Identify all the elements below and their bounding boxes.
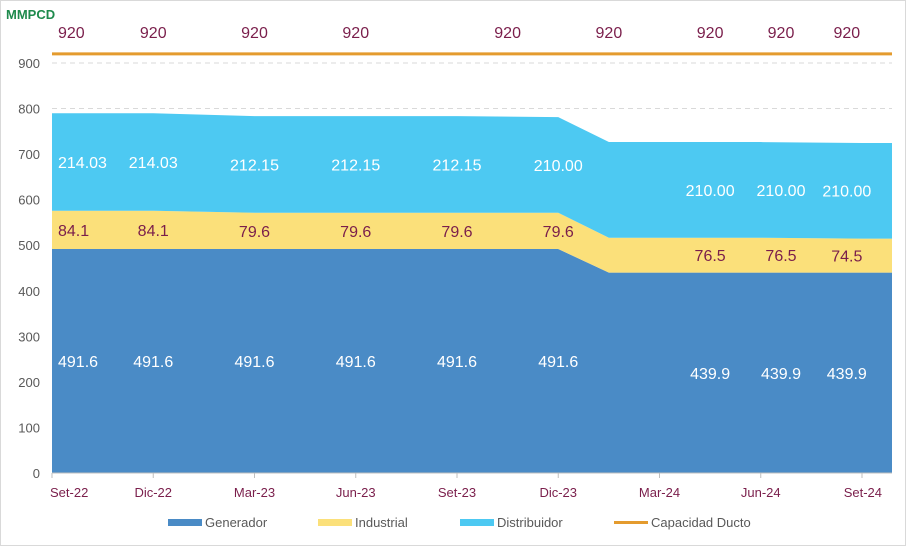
legend-swatch-generador (168, 519, 202, 526)
data-label-industrial: 76.5 (695, 248, 726, 265)
data-label-capacidad: 920 (58, 25, 85, 42)
area-series (52, 113, 892, 473)
data-label-capacidad: 920 (596, 25, 623, 42)
data-label-distribuidor: 212.15 (230, 157, 279, 174)
y-tick-label-800: 800 (18, 102, 40, 117)
area-generador (52, 249, 892, 473)
x-tick-label-mar-24: Mar-24 (639, 485, 680, 500)
legend-swatch-distribuidor (460, 519, 494, 526)
data-label-distribuidor: 210.00 (757, 183, 806, 200)
data-label-industrial: 84.1 (58, 223, 89, 240)
x-tick-label-set-23: Set-23 (438, 485, 476, 500)
data-label-generador: 491.6 (234, 354, 274, 371)
x-tick-label-mar-23: Mar-23 (234, 485, 275, 500)
y-tick-label-600: 600 (18, 193, 40, 208)
data-label-distribuidor: 210.00 (534, 158, 583, 175)
data-label-generador: 491.6 (133, 354, 173, 371)
data-label-capacidad: 920 (768, 25, 795, 42)
data-label-capacidad: 920 (833, 25, 860, 42)
data-label-industrial: 79.6 (441, 224, 472, 241)
data-label-distribuidor: 210.00 (822, 184, 871, 201)
y-axis-unit-label: MMPCD (6, 7, 55, 22)
area-distribuidor (52, 113, 892, 239)
x-tick-label-set-24: Set-24 (844, 485, 882, 500)
data-label-industrial: 76.5 (765, 248, 796, 265)
data-label-generador: 439.9 (761, 366, 801, 383)
y-tick-label-700: 700 (18, 147, 40, 162)
y-tick-label-200: 200 (18, 375, 40, 390)
x-tick-label-dic-23: Dic-23 (539, 485, 577, 500)
data-label-capacidad: 920 (697, 25, 724, 42)
data-label-generador: 491.6 (58, 354, 98, 371)
y-tick-label-500: 500 (18, 238, 40, 253)
y-tick-label-400: 400 (18, 284, 40, 299)
x-tick-label-jun-24: Jun-24 (741, 485, 781, 500)
x-tick-label-set-22: Set-22 (50, 485, 88, 500)
y-tick-label-900: 900 (18, 56, 40, 71)
data-label-capacidad: 920 (494, 25, 521, 42)
data-labels: 491.6 491.6 491.6 491.6 491.6 491.6 439.9 439.9… (58, 25, 871, 383)
data-label-industrial: 74.5 (831, 249, 862, 266)
data-label-distribuidor: 210.00 (686, 183, 735, 200)
legend-label-generador: Generador (205, 515, 268, 530)
x-tick-label-jun-23: Jun-23 (336, 485, 376, 500)
axes: 0 100 200 300 400 500 600 700 800 900 Set-22 Dic-22… (18, 56, 892, 500)
data-label-generador: 491.6 (336, 354, 376, 371)
y-tick-label-300: 300 (18, 329, 40, 344)
data-label-generador: 439.9 (827, 366, 867, 383)
legend-label-capacidad-ducto: Capacidad Ducto (651, 515, 751, 530)
legend-swatch-industrial (318, 519, 352, 526)
data-label-capacidad: 920 (140, 25, 167, 42)
data-label-capacidad: 920 (241, 25, 268, 42)
data-label-distribuidor: 212.15 (331, 157, 380, 174)
data-label-generador: 491.6 (538, 354, 578, 371)
legend-label-industrial: Industrial (355, 515, 408, 530)
y-tick-label-100: 100 (18, 420, 40, 435)
data-label-industrial: 79.6 (239, 224, 270, 241)
x-tick-label-dic-22: Dic-22 (134, 485, 172, 500)
data-label-generador: 491.6 (437, 354, 477, 371)
data-label-distribuidor: 214.03 (129, 155, 178, 172)
data-label-industrial: 79.6 (543, 224, 574, 241)
data-label-capacidad: 920 (342, 25, 369, 42)
data-label-industrial: 79.6 (340, 224, 371, 241)
area-industrial (52, 210, 892, 273)
data-label-distribuidor: 214.03 (58, 155, 107, 172)
data-label-industrial: 84.1 (138, 223, 169, 240)
data-label-generador: 439.9 (690, 366, 730, 383)
legend-label-distribuidor: Distribuidor (497, 515, 563, 530)
legend: Generador Industrial Distribuidor Capacidad… (168, 515, 751, 530)
data-label-distribuidor: 212.15 (433, 157, 482, 174)
y-tick-label-0: 0 (33, 466, 40, 481)
